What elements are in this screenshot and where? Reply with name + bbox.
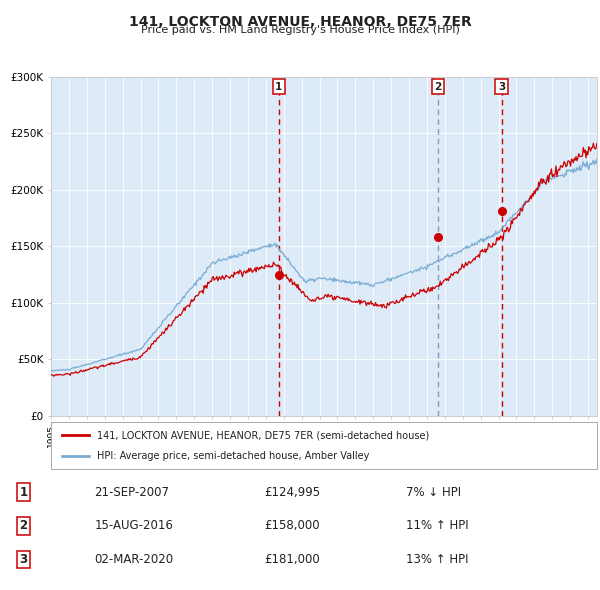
Text: 1: 1 — [20, 486, 28, 499]
Text: 3: 3 — [20, 553, 28, 566]
Text: 02-MAR-2020: 02-MAR-2020 — [94, 553, 173, 566]
Text: £181,000: £181,000 — [265, 553, 320, 566]
Text: 15-AUG-2016: 15-AUG-2016 — [94, 519, 173, 532]
Text: 2: 2 — [434, 82, 442, 92]
Text: HPI: Average price, semi-detached house, Amber Valley: HPI: Average price, semi-detached house,… — [97, 451, 370, 461]
Text: 21-SEP-2007: 21-SEP-2007 — [94, 486, 169, 499]
Text: 13% ↑ HPI: 13% ↑ HPI — [406, 553, 469, 566]
Text: 3: 3 — [498, 82, 505, 92]
Text: 141, LOCKTON AVENUE, HEANOR, DE75 7ER: 141, LOCKTON AVENUE, HEANOR, DE75 7ER — [128, 15, 472, 29]
Text: 2: 2 — [20, 519, 28, 532]
Text: 1: 1 — [275, 82, 283, 92]
Text: 11% ↑ HPI: 11% ↑ HPI — [406, 519, 469, 532]
Text: £158,000: £158,000 — [265, 519, 320, 532]
Text: Price paid vs. HM Land Registry's House Price Index (HPI): Price paid vs. HM Land Registry's House … — [140, 25, 460, 35]
Text: 141, LOCKTON AVENUE, HEANOR, DE75 7ER (semi-detached house): 141, LOCKTON AVENUE, HEANOR, DE75 7ER (s… — [97, 430, 430, 440]
Text: £124,995: £124,995 — [265, 486, 321, 499]
Text: 7% ↓ HPI: 7% ↓ HPI — [406, 486, 461, 499]
